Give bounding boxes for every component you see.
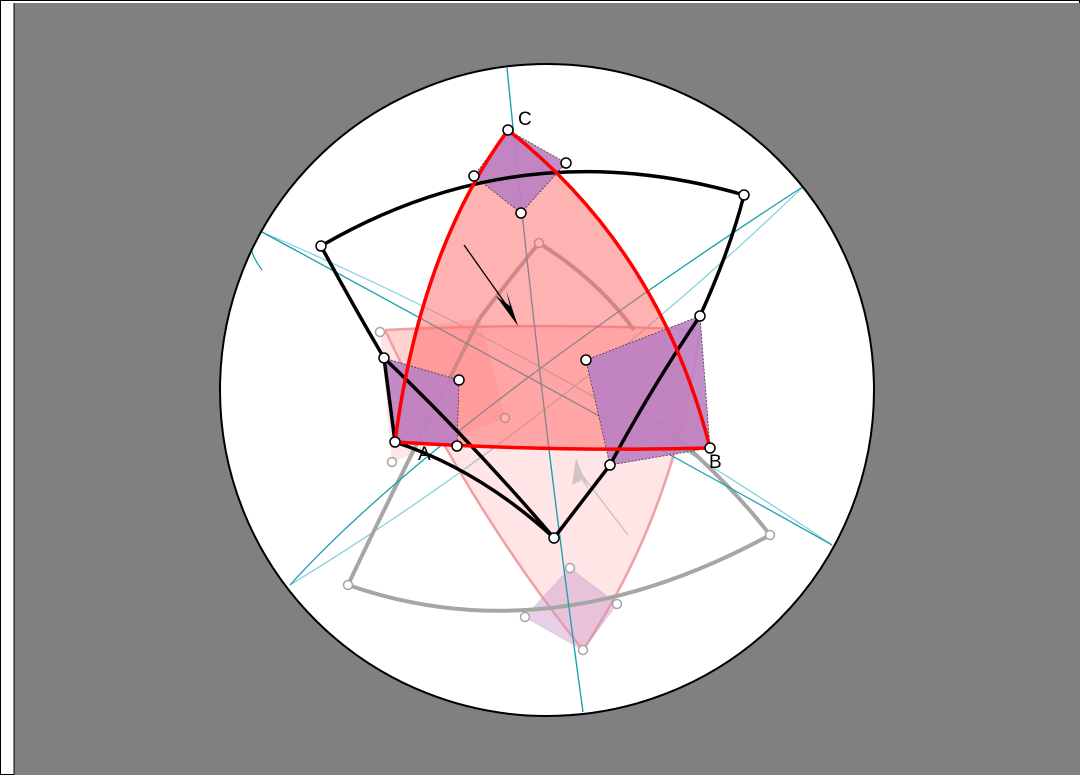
- red-triangle-edges: [393, 128, 712, 451]
- vertex-label-a: A: [418, 444, 431, 465]
- vertex-label-c: C: [518, 109, 532, 130]
- front-nodes: [315, 124, 750, 544]
- back-arrow: [572, 458, 629, 536]
- front-arcs: [319, 169, 746, 540]
- front-arrow: [463, 244, 518, 326]
- vertex-label-b: B: [709, 452, 722, 473]
- vertex-squares: [383, 129, 711, 466]
